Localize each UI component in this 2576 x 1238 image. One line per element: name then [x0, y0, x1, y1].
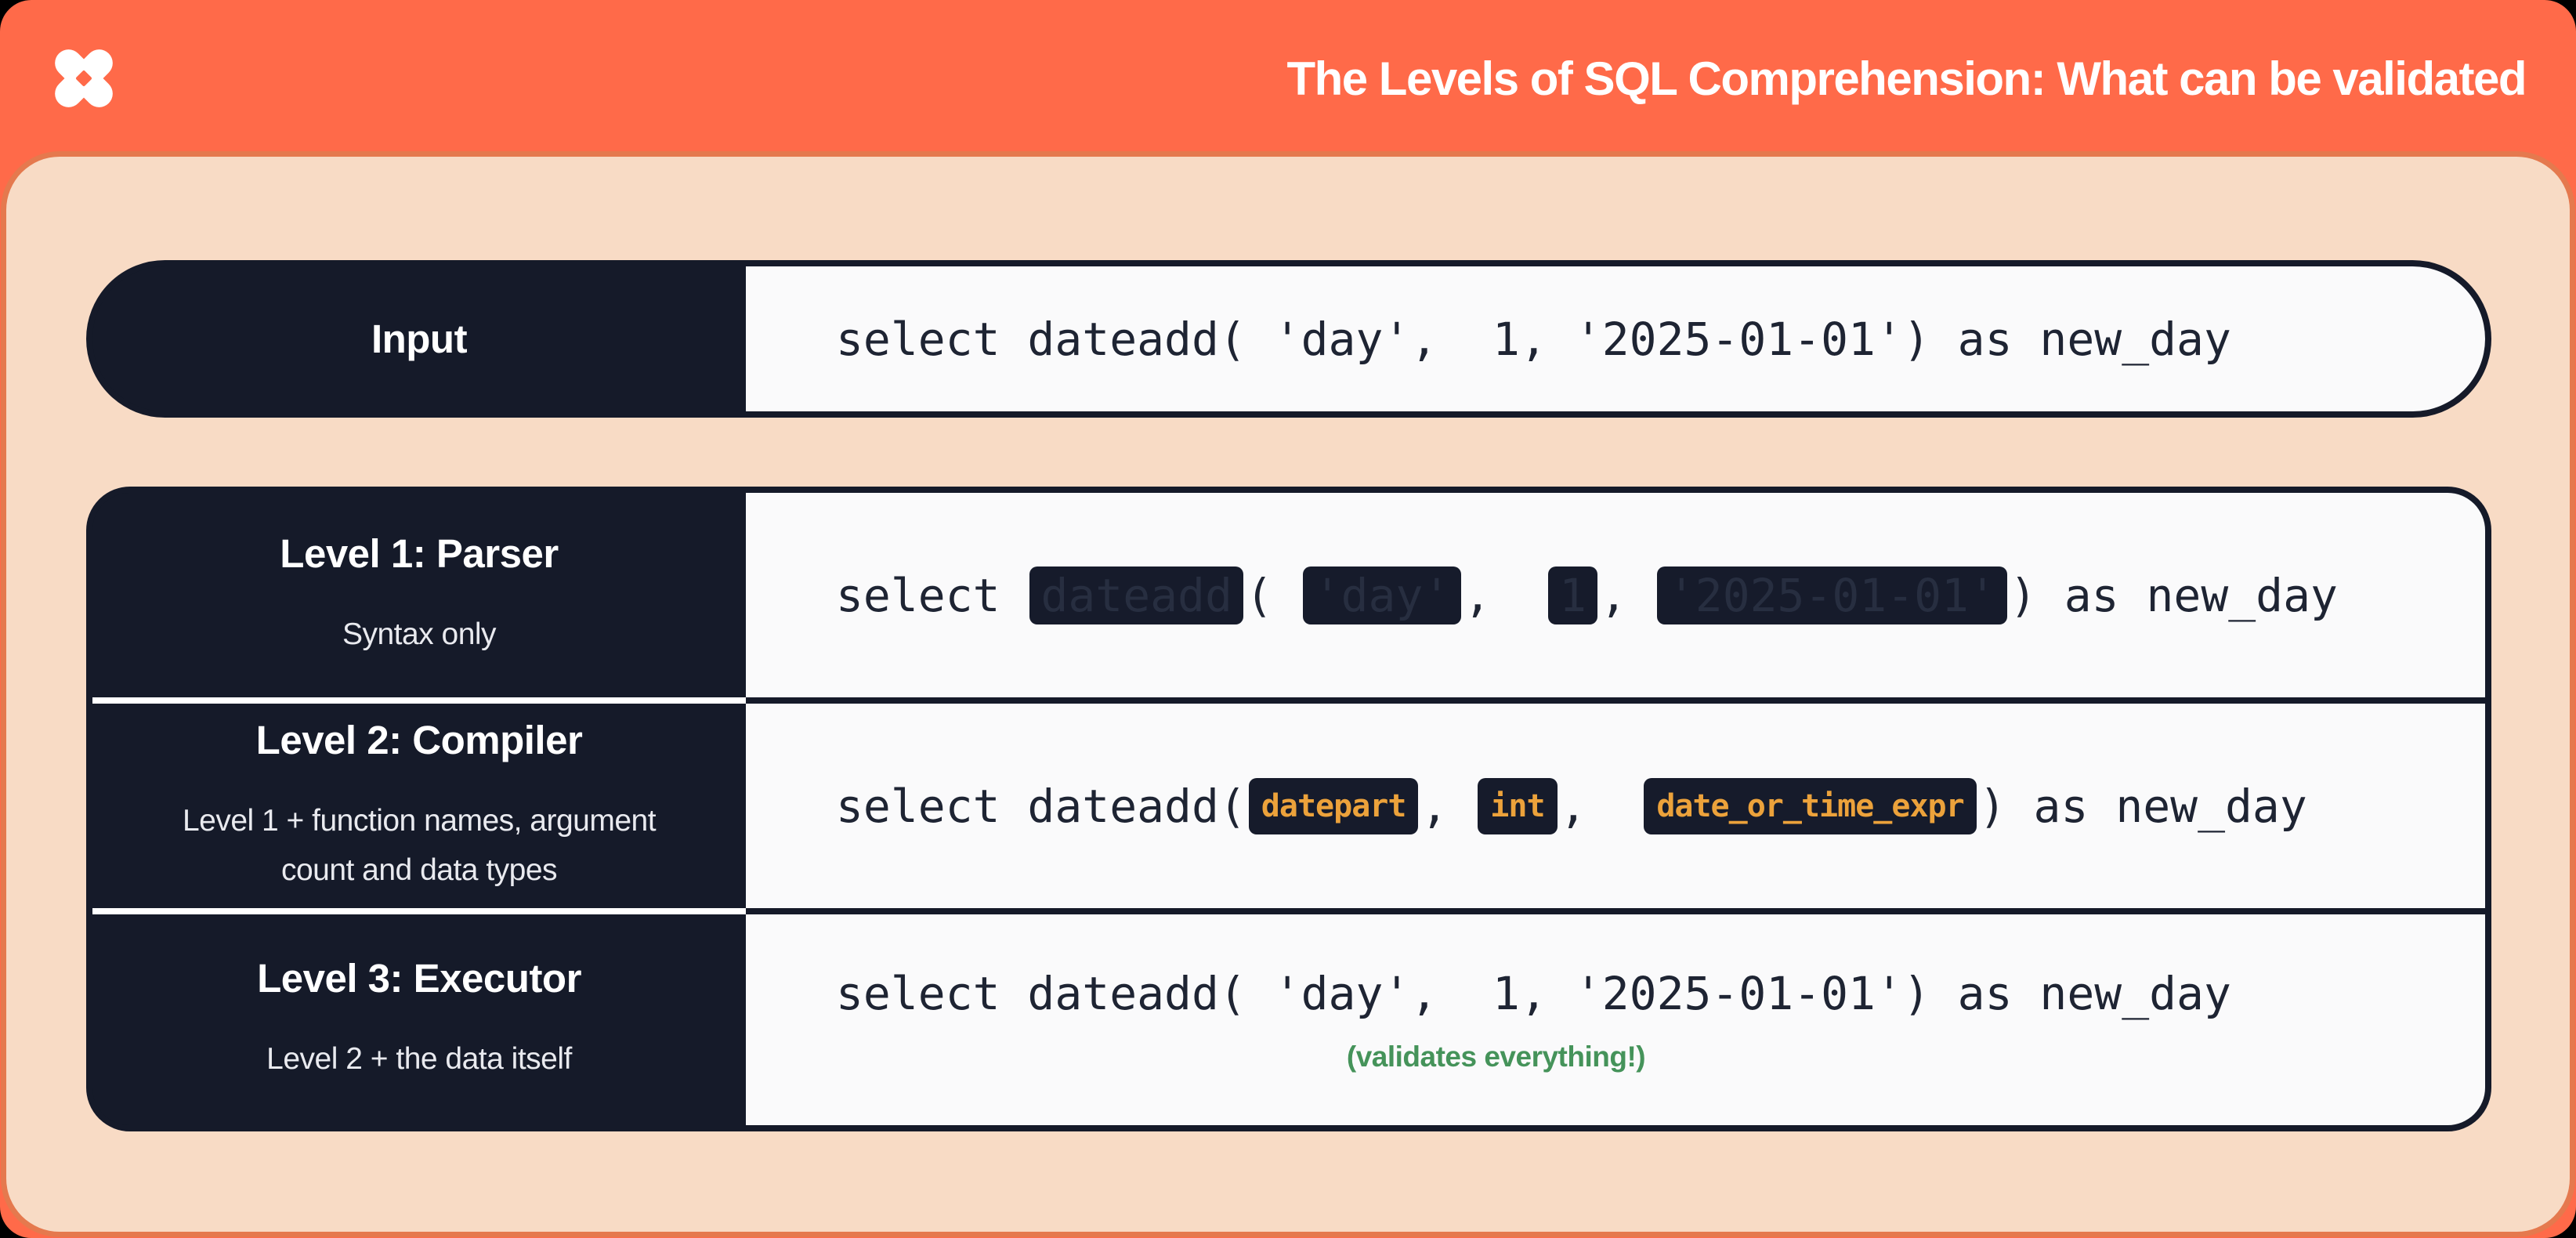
code-text: select dateadd( 'day', 1, '2025-01-01') …: [836, 966, 2231, 1020]
content-panel: Input select dateadd( 'day', 1, '2025-01…: [6, 157, 2570, 1232]
redacted-token: '2025-01-01': [1656, 566, 2007, 624]
code-text: ,: [1600, 568, 1655, 622]
level-1-subtitle: Syntax only: [342, 617, 497, 652]
code-text: ,: [1559, 779, 1642, 833]
code-text: ) as new_day: [1978, 779, 2307, 833]
level-2-subtitle: Level 1 + function names, argument count…: [182, 803, 657, 887]
schema-token: int: [1478, 777, 1558, 834]
level-3-title: Level 3: Executor: [257, 956, 581, 1001]
level-1-code-line: select dateadd( 'day', 1, '2025-01-01') …: [836, 566, 2338, 624]
validates-everything-note: (validates everything!): [1346, 1040, 1646, 1073]
code-text: (: [1245, 568, 1301, 622]
levels-table: Level 1: Parser Syntax only select datea…: [86, 487, 2491, 1131]
input-code-cell: select dateadd( 'day', 1, '2025-01-01') …: [746, 266, 2485, 411]
input-row: Input select dateadd( 'day', 1, '2025-01…: [86, 260, 2491, 418]
code-text: select dateadd( 'day', 1, '2025-01-01') …: [836, 312, 2231, 366]
code-text: select dateadd(: [836, 779, 1246, 833]
redacted-token: dateadd: [1029, 566, 1243, 624]
page-title: The Levels of SQL Comprehension: What ca…: [1286, 52, 2527, 105]
schema-token: date_or_time_expr: [1644, 777, 1977, 834]
code-text: ,: [1420, 779, 1476, 833]
level-3-row: Level 3: Executor Level 2 + the data its…: [92, 914, 2485, 1125]
header: The Levels of SQL Comprehension: What ca…: [0, 0, 2576, 157]
level-2-code-cell: select dateadd(datepart, int, date_or_ti…: [746, 704, 2485, 914]
code-text: ,: [1463, 568, 1547, 622]
input-label-cell: Input: [92, 266, 746, 411]
redacted-token: 'day': [1302, 566, 1462, 624]
input-code-line: select dateadd( 'day', 1, '2025-01-01') …: [836, 313, 2231, 366]
level-3-code-cell: select dateadd( 'day', 1, '2025-01-01') …: [746, 914, 2485, 1125]
level-2-row: Level 2: Compiler Level 1 + function nam…: [92, 704, 2485, 914]
code-text: ) as new_day: [2009, 568, 2338, 622]
redacted-token: 1: [1548, 566, 1598, 624]
dbt-logo-icon: [55, 49, 113, 107]
level-3-subtitle: Level 2 + the data itself: [266, 1042, 572, 1077]
input-label: Input: [371, 317, 468, 361]
level-2-title: Level 2: Compiler: [255, 717, 583, 762]
level-1-title: Level 1: Parser: [280, 531, 559, 577]
level-1-row: Level 1: Parser Syntax only select datea…: [92, 493, 2485, 704]
level-3-label-cell: Level 3: Executor Level 2 + the data its…: [92, 914, 746, 1125]
level-2-label-cell: Level 2: Compiler Level 1 + function nam…: [92, 704, 746, 914]
level-3-code-line: select dateadd( 'day', 1, '2025-01-01') …: [836, 967, 2231, 1020]
schema-token: datepart: [1248, 777, 1419, 834]
level-1-code-cell: select dateadd( 'day', 1, '2025-01-01') …: [746, 493, 2485, 704]
level-2-code-line: select dateadd(datepart, int, date_or_ti…: [836, 777, 2307, 834]
code-text: select: [836, 568, 1028, 622]
level-1-label-cell: Level 1: Parser Syntax only: [92, 493, 746, 704]
